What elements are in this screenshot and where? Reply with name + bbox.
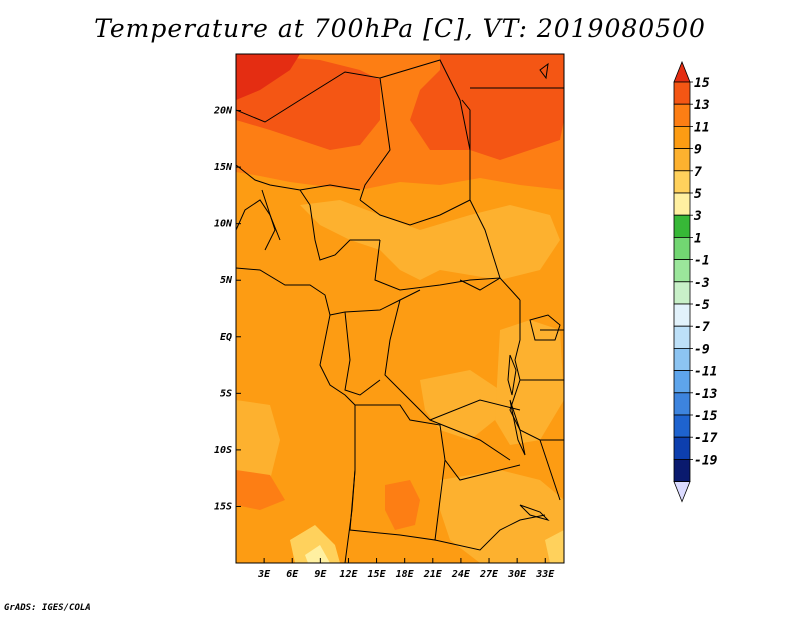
lon-tick-label: 15E (368, 569, 387, 580)
colorbar: 15 13 11 9 7 5 3 1 -1 -3 -5 -7 -9 -11 -13 -15 -17 -19 (673, 60, 718, 503)
colorbar-segment (673, 81, 691, 105)
field-7-9-center-north (300, 200, 560, 280)
field-11-13-southwest (236, 470, 285, 510)
temperature-field (236, 54, 564, 563)
colorbar-label: 5 (694, 187, 702, 202)
lat-tick-label: 5N (220, 275, 233, 286)
colorbar-label: -17 (694, 431, 718, 446)
colorbar-label: -13 (694, 387, 718, 402)
lat-tick-label: EQ (220, 332, 232, 343)
lon-tick-label: 30E (507, 569, 527, 580)
field-7-9-center (420, 370, 500, 440)
colorbar-segment (673, 259, 691, 283)
colorbar-segment (673, 170, 691, 194)
credit-text: GrADS: IGES/COLA (4, 603, 91, 613)
lat-tick-label: 15S (214, 501, 232, 512)
colorbar-label: 7 (694, 165, 702, 180)
colorbar-segment (673, 370, 691, 394)
colorbar-label: -19 (694, 453, 718, 468)
colorbar-segment (673, 347, 691, 371)
map-frame (235, 53, 565, 564)
lon-tick-label: 21E (423, 569, 443, 580)
colorbar-label: -11 (694, 365, 717, 380)
coastline (236, 267, 356, 563)
colorbar-segment (673, 458, 691, 482)
colorbar-label: -9 (694, 342, 710, 357)
field-7-9-south (440, 470, 564, 563)
colorbar-segment (673, 126, 691, 150)
lon-tick-label: 27E (479, 569, 499, 580)
lat-tick-label: 10S (214, 445, 232, 456)
lon-tick-label: 6E (286, 569, 299, 580)
lat-tick-label: 5S (220, 388, 232, 399)
field-15-plus (236, 54, 300, 100)
colorbar-label: 13 (694, 98, 710, 113)
lat-tick-label: 10N (214, 219, 233, 230)
colorbar-label: 11 (694, 120, 710, 135)
lon-tick-label: 24E (451, 569, 471, 580)
lon-tick-label: 18E (396, 569, 415, 580)
lon-tick-label: 9E (314, 569, 327, 580)
lakes (507, 62, 561, 521)
field-13-15-north (236, 54, 564, 160)
colorbar-segment (673, 436, 691, 460)
colorbar-segment (673, 281, 691, 305)
lon-tick-label: 12E (339, 569, 358, 580)
lat-tick-label: 15N (214, 162, 233, 173)
colorbar-label: -5 (694, 298, 710, 313)
colorbar-segment (673, 236, 691, 260)
lat-tick-label: 20N (213, 106, 233, 117)
colorbar-label: 9 (694, 143, 702, 158)
field-5-7-east (545, 530, 564, 563)
colorbar-segment (673, 303, 691, 327)
colorbar-label: -15 (694, 409, 718, 424)
colorbar-segment (673, 325, 691, 349)
colorbar-segment (673, 214, 691, 238)
chart-title: Temperature at 700hPa [C], VT: 201908050… (94, 14, 706, 43)
latitude-ticks: 20N 15N 10N 5N EQ 5S 10S 15S (213, 106, 241, 512)
field-5-7 (290, 525, 340, 563)
colorbar-label: -7 (694, 320, 710, 335)
colorbar-label: 15 (694, 76, 710, 91)
colorbar-label: -3 (694, 276, 710, 291)
colorbar-bottom-arrow (673, 481, 691, 503)
colorbar-label: 1 (694, 231, 702, 246)
longitude-ticks: 3E 6E 9E 12E 15E 18E 21E 24E 27E 30E 33E (257, 558, 555, 580)
colorbar-top-arrow (673, 60, 691, 83)
field-3-5 (305, 545, 330, 563)
colorbar-segment (673, 392, 691, 416)
colorbar-segment (673, 148, 691, 172)
colorbar-label: -1 (694, 254, 710, 269)
lon-tick-label: 33E (535, 569, 555, 580)
colorbar-segment (673, 192, 691, 216)
colorbar-segment (673, 103, 691, 127)
colorbar-segment (673, 414, 691, 438)
field-11-13-south (385, 480, 420, 530)
lon-tick-label: 3E (257, 569, 271, 580)
colorbar-label: 3 (693, 209, 702, 224)
